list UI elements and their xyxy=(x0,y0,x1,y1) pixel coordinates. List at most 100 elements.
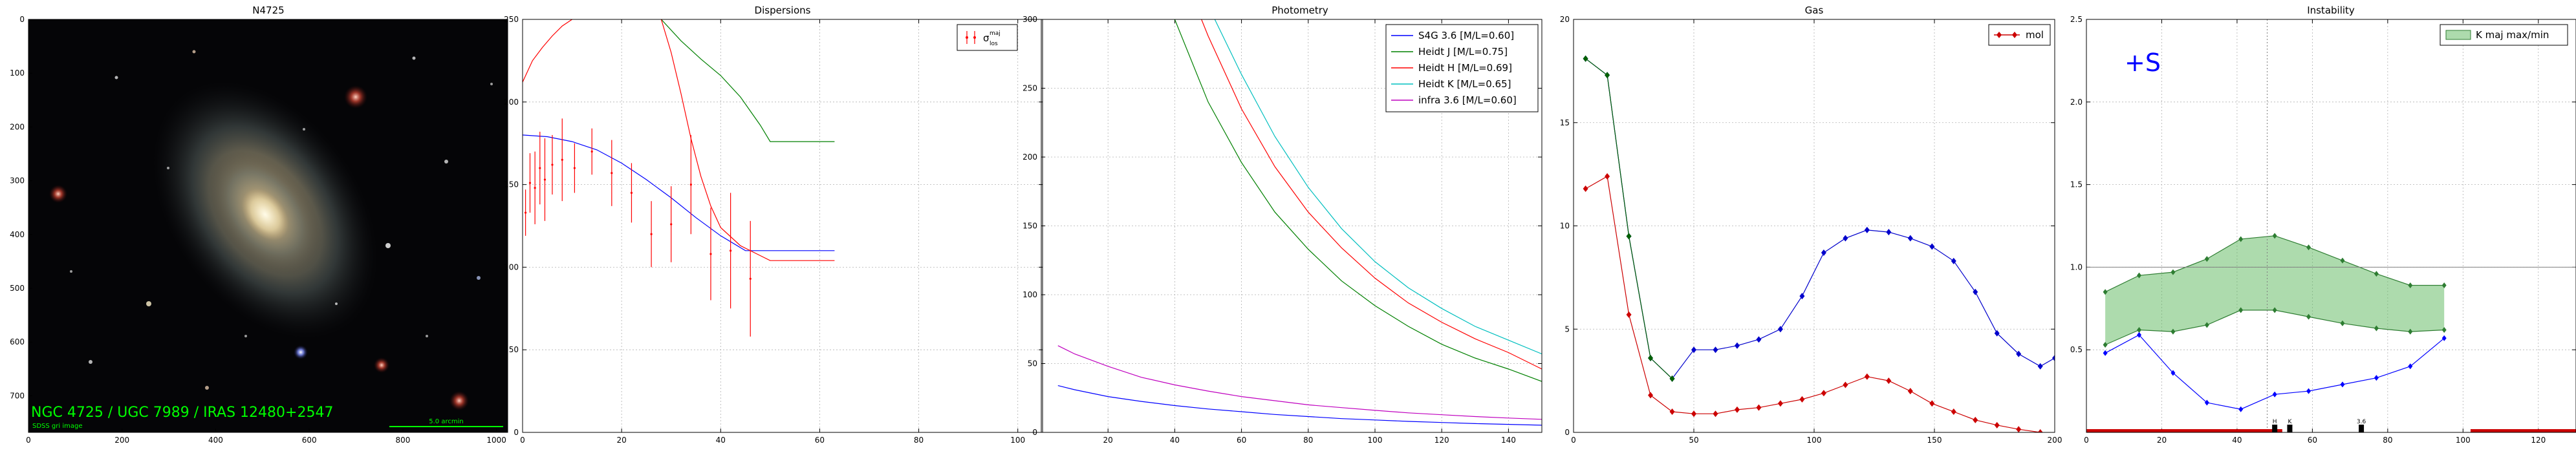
x-tick-label: 600 xyxy=(302,436,317,445)
dispersion-line-2 xyxy=(523,19,573,83)
photometry-line-4 xyxy=(1057,345,1542,420)
y-tick-label: 500 xyxy=(10,284,25,293)
y-tick-label: 100 xyxy=(504,262,519,271)
gas-marker xyxy=(1648,392,1654,399)
gas-marker xyxy=(1886,377,1892,385)
x-tick-label: 120 xyxy=(2531,436,2546,445)
gas-marker xyxy=(1691,346,1696,354)
gas-marker xyxy=(1864,226,1870,233)
x-tick-label: 20 xyxy=(2157,436,2167,445)
data-point xyxy=(611,172,613,175)
y-tick-label: 20 xyxy=(1560,15,1570,24)
instability-marker xyxy=(2238,406,2244,412)
band-marker xyxy=(2238,236,2244,242)
gas-marker xyxy=(2016,350,2022,357)
y-tick-label: 50 xyxy=(1028,359,1037,368)
data-point xyxy=(689,184,692,186)
x-tick-label: 100 xyxy=(1807,436,1822,445)
legend-label: Heidt H [M/L=0.69] xyxy=(1418,62,1512,74)
gas-panel: Gas 0 50 100 150 200 0 5 10 15 20 mol xyxy=(1560,5,2062,445)
gas-marker xyxy=(1799,396,1805,403)
data-point xyxy=(590,150,593,153)
gas-marker xyxy=(1886,229,1892,236)
band-marker xyxy=(2204,322,2209,328)
band-marker-rect xyxy=(2287,425,2293,432)
x-tick-label: 800 xyxy=(395,436,410,445)
gas-marker xyxy=(1648,354,1654,361)
legend-label-sup: maj xyxy=(990,30,1001,37)
y-tick-label: 15 xyxy=(1560,118,1570,127)
y-tick-label: 2.0 xyxy=(2070,98,2083,107)
band-marker xyxy=(2272,233,2277,239)
grid xyxy=(2086,19,2576,432)
gas-marker xyxy=(1626,311,1632,318)
x-tick-label: 100 xyxy=(1368,436,1383,445)
legend-label-kmaj: K maj max/min xyxy=(2476,29,2549,41)
y-tick-label: 300 xyxy=(10,176,25,185)
instability-panel: Instability 0 20 40 60 80 100 120 0.5 1.0 1.5 2.0 2… xyxy=(2070,5,2576,445)
grid xyxy=(522,19,1043,433)
x-tick-label: 50 xyxy=(1689,436,1698,445)
band-marker xyxy=(2306,313,2311,320)
instability-marker xyxy=(2441,335,2447,341)
gas-marker xyxy=(1734,406,1740,413)
data-point xyxy=(528,182,532,184)
dispersion-line-1 xyxy=(660,19,835,142)
panel-title-instability: Instability xyxy=(2307,5,2355,16)
dispersions-panel: Dispersions 0 20 40 60 80 100050100150200250 … xyxy=(504,5,1043,445)
y-tick-label: 1.0 xyxy=(2070,262,2083,271)
gas-marker xyxy=(1973,416,1978,423)
gas-marker xyxy=(2052,354,2055,361)
x-tick-label: 40 xyxy=(2232,436,2242,445)
data-point xyxy=(749,277,752,280)
gas-marker xyxy=(1821,390,1826,397)
y-tick-label: 150 xyxy=(1023,222,1037,231)
data-point xyxy=(543,178,547,181)
band-marker xyxy=(2103,289,2108,295)
gas-marker xyxy=(1951,257,1956,264)
gas-marker xyxy=(1864,373,1870,380)
gas-line-1 xyxy=(1585,58,2055,379)
instability-marker xyxy=(2170,370,2176,376)
x-tick-label: 20 xyxy=(1103,436,1113,445)
band-marker xyxy=(2272,307,2277,313)
data-point xyxy=(670,223,673,226)
image-panel: N4725 NGC 472 xyxy=(10,5,508,445)
legend-label: Heidt J [M/L=0.75] xyxy=(1418,46,1508,58)
instability-marker xyxy=(2408,363,2413,370)
y-tick-label: 0 xyxy=(514,428,519,437)
gas-marker xyxy=(1821,249,1826,257)
gas-marker xyxy=(2016,426,2022,432)
plot-area: H K 3.6 xyxy=(2086,19,2576,432)
data-point xyxy=(524,211,527,214)
instability-line-0 xyxy=(2105,334,2445,410)
y-tick-label: 0 xyxy=(1564,428,1570,437)
band-marker-label: K xyxy=(2288,419,2292,425)
axes: 0 20 40 60 80 100 120 0.5 1.0 1.5 2.0 2.5 xyxy=(2070,15,2576,445)
gas-marker xyxy=(1669,408,1675,416)
gas-marker xyxy=(1626,233,1632,240)
data-point xyxy=(539,167,541,169)
y-tick-label: 100 xyxy=(10,69,25,78)
y-tick-label: 250 xyxy=(1023,84,1037,93)
y-tick-label: 700 xyxy=(10,391,25,400)
band-marker-rect xyxy=(2272,425,2278,432)
gas-marker xyxy=(1713,410,1718,418)
unstable-region-bar xyxy=(2470,429,2576,432)
band-marker xyxy=(2137,327,2142,333)
x-tick-label: 80 xyxy=(2383,436,2392,445)
instability-plot: 0 20 40 60 80 100 120 0.5 1.0 1.5 2.0 2.5 H K 3.6 xyxy=(2070,15,2576,445)
x-tick-label: 150 xyxy=(1927,436,1942,445)
gas-marker xyxy=(1605,173,1610,180)
data-point xyxy=(709,253,712,255)
axes-frame xyxy=(522,19,1043,433)
x-tick-label: 80 xyxy=(1303,436,1313,445)
y-tick-label: 150 xyxy=(504,180,519,189)
photometry-line-0 xyxy=(1057,385,1542,426)
axes: 0 50 100 150 200 0 5 10 15 20 xyxy=(1560,15,2062,445)
plot-area xyxy=(1057,19,1542,426)
photometry-line-1 xyxy=(1174,19,1542,382)
gas-marker xyxy=(1605,72,1610,79)
legend-photometry: S4G 3.6 [M/L=0.60] Heidt J [M/L=0.75] Heid… xyxy=(1385,24,1539,112)
